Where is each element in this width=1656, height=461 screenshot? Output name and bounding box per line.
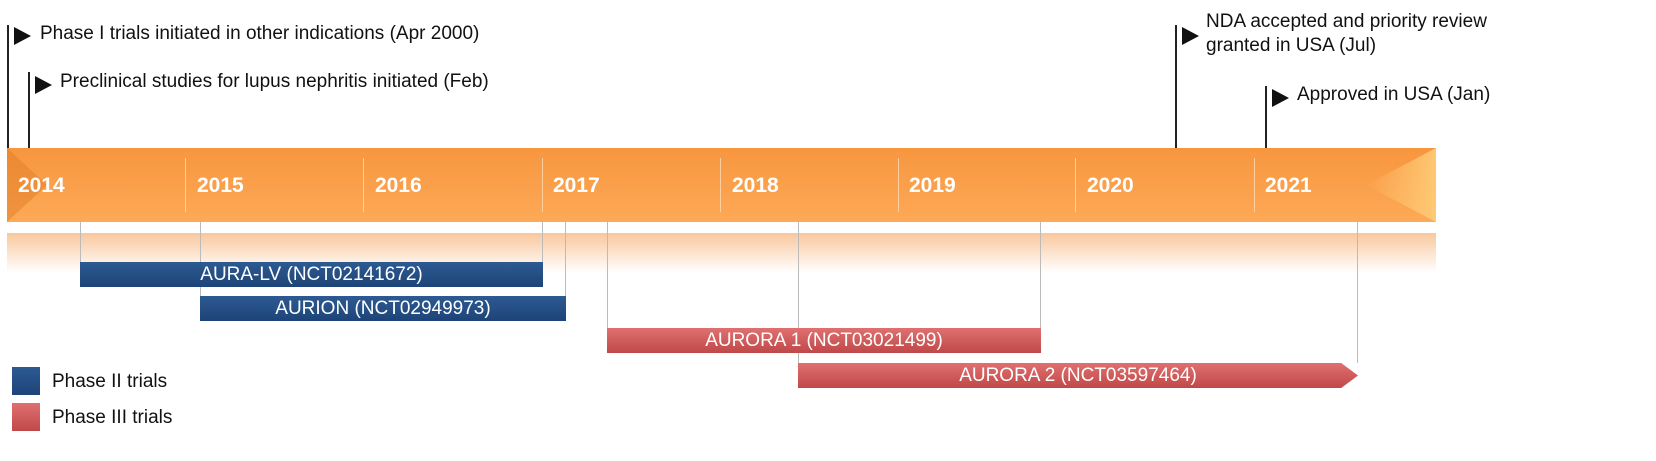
year-label: 2016 xyxy=(375,174,422,197)
milestone-nda-line1: NDA accepted and priority review xyxy=(1206,11,1487,32)
year-separator xyxy=(185,158,186,212)
connector-line xyxy=(798,222,799,363)
year-label: 2021 xyxy=(1265,174,1312,197)
year-separator xyxy=(1254,158,1255,212)
trial-aura-lv: AURA-LV (NCT02141672) xyxy=(80,262,543,287)
milestone-line xyxy=(28,72,30,148)
trial-aurora-2: AURORA 2 (NCT03597464) xyxy=(798,363,1358,388)
year-separator xyxy=(720,158,721,212)
flag-icon xyxy=(14,27,31,45)
connector-line xyxy=(607,222,608,328)
milestone-preclinical: Preclinical studies for lupus nephritis … xyxy=(60,71,489,92)
year-label: 2019 xyxy=(909,174,956,197)
connector-line xyxy=(80,222,81,262)
milestone-line xyxy=(7,25,9,148)
trial-aurion: AURION (NCT02949973) xyxy=(200,296,566,321)
connector-line xyxy=(565,222,566,296)
year-separator xyxy=(898,158,899,212)
milestone-nda-line2: granted in USA (Jul) xyxy=(1206,35,1377,56)
year-label: 2015 xyxy=(197,174,244,197)
milestone-line xyxy=(1175,25,1177,148)
connector-line xyxy=(1040,222,1041,328)
milestone-phase1: Phase I trials initiated in other indica… xyxy=(40,23,480,44)
year-label: 2017 xyxy=(553,174,600,197)
year-label: 2014 xyxy=(18,174,65,197)
flag-icon xyxy=(1272,89,1289,107)
legend-label-phase2: Phase II trials xyxy=(52,371,168,392)
milestone-approved: Approved in USA (Jan) xyxy=(1297,84,1491,105)
legend-label-phase3: Phase III trials xyxy=(52,407,173,428)
year-separator xyxy=(542,158,543,212)
connector-line xyxy=(200,222,201,296)
legend-swatch-phase2 xyxy=(12,367,40,395)
trial-aurora-1: AURORA 1 (NCT03021499) xyxy=(607,328,1041,353)
legend-swatch-phase3 xyxy=(12,403,40,431)
year-label: 2020 xyxy=(1087,174,1134,197)
connector-line xyxy=(1357,222,1358,363)
year-separator xyxy=(363,158,364,212)
milestone-line xyxy=(1265,86,1267,148)
timeline-bar: 2014 2015 2016 2017 2018 2019 2020 2021 xyxy=(7,148,1436,222)
connector-line xyxy=(542,222,543,262)
flag-icon xyxy=(1182,27,1199,45)
year-separator xyxy=(1075,158,1076,212)
year-label: 2018 xyxy=(732,174,779,197)
flag-icon xyxy=(35,76,52,94)
